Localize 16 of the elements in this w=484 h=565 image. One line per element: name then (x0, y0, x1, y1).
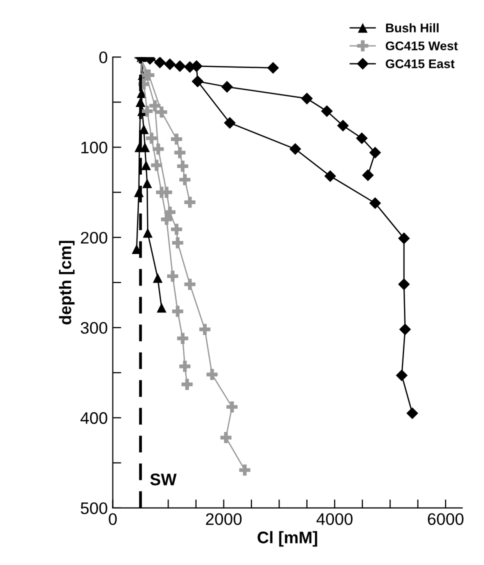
x-tick-label: 4000 (316, 513, 353, 526)
y-tick-label: 0 (99, 51, 108, 64)
x-axis-title: Cl [mM] (258, 531, 318, 547)
x-tick-label: 6000 (428, 513, 464, 526)
ref-line-label: SW (150, 474, 177, 486)
x-tick-label: 0 (108, 513, 117, 526)
y-tick-label: 100 (81, 142, 108, 154)
x-tick-label: 2000 (206, 513, 242, 526)
legend-label: GC415 West (386, 41, 458, 50)
legend-label: GC415 East (386, 59, 455, 68)
y-tick-label: 300 (80, 322, 108, 334)
legend-label: Bush Hill (386, 23, 439, 32)
y-tick-label: 400 (80, 412, 108, 424)
y-tick-label: 500 (80, 502, 108, 514)
y-axis-title: depth [cm] (59, 240, 75, 324)
y-tick-label: 200 (80, 232, 108, 244)
